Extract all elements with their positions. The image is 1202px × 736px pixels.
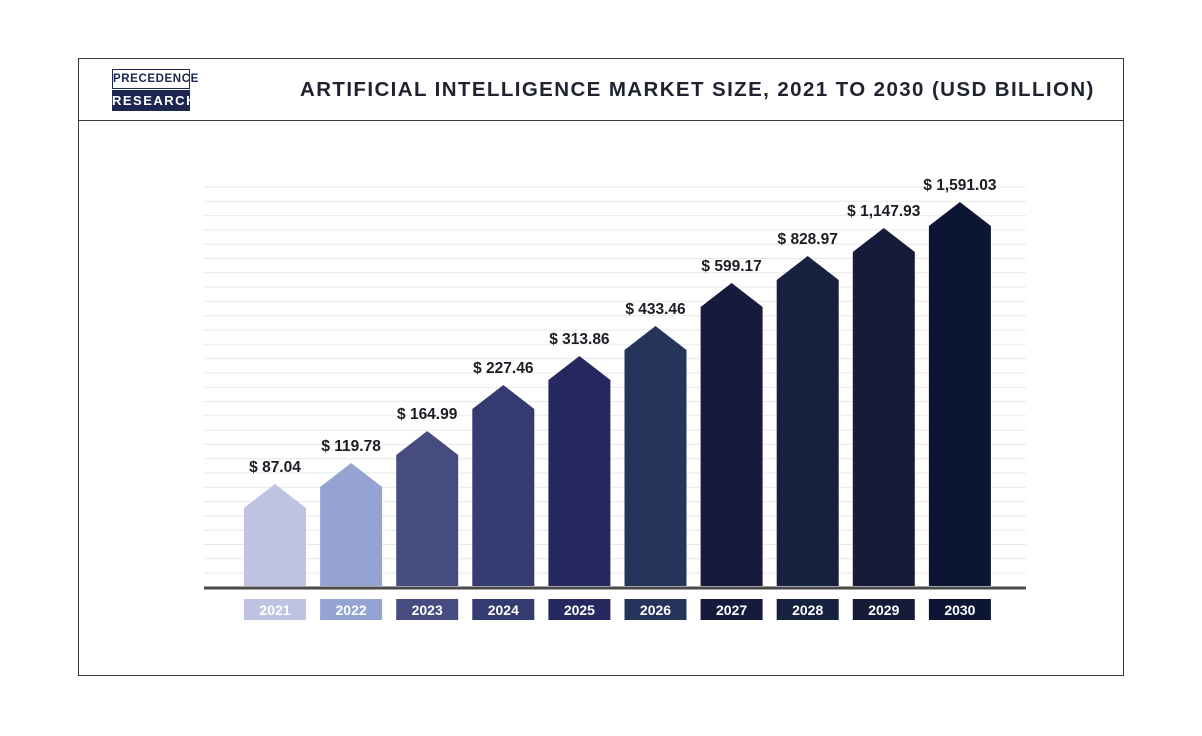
year-label-box — [320, 599, 383, 620]
value-label: $ 433.46 — [625, 301, 686, 318]
bar-2025 — [548, 356, 611, 586]
bar-2030 — [928, 202, 991, 586]
x-tick-label: 2025 — [564, 602, 595, 618]
value-label: $ 313.86 — [549, 331, 610, 348]
x-tick-label: 2022 — [336, 602, 367, 618]
year-label-box — [548, 599, 611, 620]
bar-2023 — [396, 431, 459, 586]
bar-2027 — [700, 283, 763, 586]
x-tick-label: 2030 — [944, 602, 975, 618]
value-label: $ 119.78 — [321, 438, 381, 455]
bar-2022 — [320, 463, 383, 586]
year-label-box — [472, 599, 535, 620]
header-divider — [78, 120, 1124, 121]
x-tick-label: 2028 — [792, 602, 823, 618]
bar-2028 — [776, 256, 839, 586]
bar-2029 — [852, 228, 915, 586]
x-tick-label: 2024 — [488, 602, 519, 618]
x-tick-label: 2023 — [412, 602, 443, 618]
year-label-box — [700, 599, 763, 620]
value-label: $ 828.97 — [778, 231, 838, 248]
year-label-box — [624, 599, 687, 620]
page-title: ARTIFICIAL INTELLIGENCE MARKET SIZE, 202… — [300, 78, 1095, 101]
year-labels: 2021 2022 2023 2024 2025 2026 2027 2028 2029 2030 — [244, 599, 991, 620]
year-label-box — [852, 599, 915, 620]
x-tick-label: 2026 — [640, 602, 671, 618]
value-label: $ 1,147.93 — [847, 203, 921, 220]
x-tick-label: 2021 — [259, 602, 290, 618]
bar-2026 — [624, 326, 687, 586]
bar-2024 — [472, 385, 535, 586]
precedence-research-logo: PRECEDENCE RESEARCH — [112, 69, 198, 111]
value-label: $ 1,591.03 — [923, 177, 997, 194]
value-label: $ 227.46 — [473, 360, 534, 377]
x-tick-label: 2029 — [868, 602, 899, 618]
year-label-box — [776, 599, 839, 620]
bar-2021 — [244, 484, 306, 586]
value-labels: $ 87.04 $ 119.78 $ 164.99 $ 227.46 $ 313.86 $… — [249, 177, 997, 476]
logo-line-2: RESEARCH — [112, 90, 195, 111]
value-label: $ 164.99 — [397, 406, 458, 423]
year-label-box — [396, 599, 459, 620]
bars — [244, 202, 991, 586]
year-label-box — [244, 599, 306, 620]
year-label-box — [928, 599, 991, 620]
logo-line-1: PRECEDENCE — [112, 69, 198, 89]
value-label: $ 599.17 — [701, 258, 761, 275]
value-label: $ 87.04 — [249, 459, 301, 476]
x-tick-label: 2027 — [716, 602, 747, 618]
